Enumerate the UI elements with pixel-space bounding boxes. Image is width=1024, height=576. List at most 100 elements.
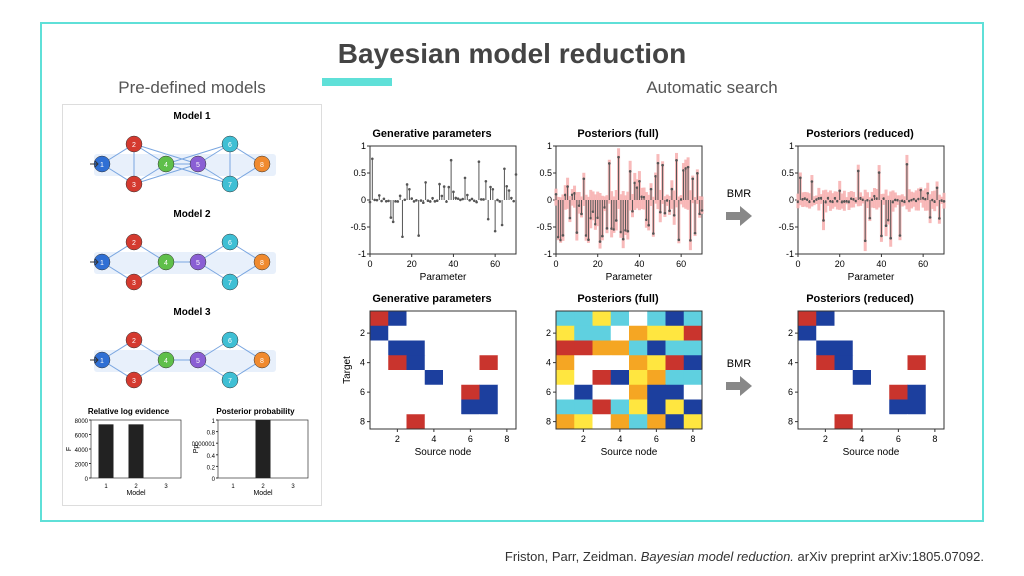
accent-bar: [322, 78, 392, 86]
svg-text:60: 60: [676, 259, 686, 269]
svg-text:6: 6: [546, 387, 551, 397]
slide-title: Bayesian model reduction: [42, 38, 982, 70]
svg-text:F: F: [66, 447, 73, 451]
left-column: Pre-defined models Model 112345678Model …: [62, 78, 322, 490]
svg-text:Pp: Pp: [193, 445, 200, 454]
bmr-label: BMR: [727, 358, 751, 370]
svg-text:8: 8: [360, 417, 365, 427]
svg-text:6000: 6000: [75, 434, 89, 440]
svg-text:Source node: Source node: [601, 447, 658, 457]
svg-text:0: 0: [547, 195, 552, 205]
svg-text:40: 40: [876, 259, 886, 269]
svg-text:8: 8: [260, 260, 264, 267]
svg-text:1: 1: [100, 162, 104, 169]
svg-text:-0.5: -0.5: [536, 222, 552, 232]
svg-text:7: 7: [228, 182, 232, 189]
bmr-arrow-1: BMR: [714, 128, 764, 287]
svg-text:2: 2: [132, 338, 136, 345]
svg-text:5: 5: [196, 162, 200, 169]
panel-post-full: Posteriors (full) -1-0.500.510204060Para…: [528, 128, 708, 287]
svg-text:-1: -1: [786, 249, 794, 259]
panel-gen-params: Generative parameters -1-0.500.510204060…: [342, 128, 522, 287]
citation-authors: Friston, Parr, Zeidman.: [505, 549, 637, 564]
panel-title: Generative parameters: [342, 128, 522, 140]
svg-text:0.2: 0.2: [207, 465, 216, 471]
citation-venue: arXiv preprint arXiv:1805.07092.: [798, 549, 984, 564]
svg-text:3: 3: [132, 280, 136, 287]
arrow-icon: [724, 204, 754, 228]
stem-full: -1-0.500.510204060Parameter: [528, 142, 708, 282]
svg-text:-1: -1: [544, 249, 552, 259]
svg-text:Source node: Source node: [415, 447, 472, 457]
rle-chart: Relative log evidence 020004000600080001…: [65, 407, 192, 501]
panel-title: Posteriors (full): [528, 128, 708, 140]
svg-text:0: 0: [212, 477, 216, 483]
pp-chart: Posterior probability 00.20.40.600000000…: [192, 407, 319, 501]
svg-text:3: 3: [291, 484, 295, 490]
panel-title: Posteriors (reduced): [770, 128, 950, 140]
svg-text:7: 7: [228, 378, 232, 385]
svg-text:1: 1: [231, 484, 235, 490]
svg-text:4: 4: [617, 434, 622, 444]
svg-text:40: 40: [448, 259, 458, 269]
svg-text:3: 3: [164, 484, 168, 490]
svg-text:2: 2: [132, 240, 136, 247]
svg-text:40: 40: [634, 259, 644, 269]
models-container: Model 112345678Model 212345678Model 3123…: [65, 111, 319, 403]
svg-text:0: 0: [795, 259, 800, 269]
panel-post-reduced: Posteriors (reduced) -1-0.500.510204060P…: [770, 128, 950, 287]
bmr-arrow-2: BMR: [714, 293, 764, 462]
svg-text:2: 2: [132, 142, 136, 149]
svg-text:2: 2: [788, 328, 793, 338]
bmr-label: BMR: [727, 188, 751, 200]
svg-text:4: 4: [164, 358, 168, 365]
rle-title: Relative log evidence: [65, 407, 192, 416]
svg-text:0.5: 0.5: [353, 168, 366, 178]
svg-text:6: 6: [654, 434, 659, 444]
svg-text:6: 6: [360, 387, 365, 397]
svg-text:0: 0: [367, 259, 372, 269]
svg-text:-0.5: -0.5: [350, 222, 366, 232]
heat-gen: 22446688Source nodeTarget: [342, 307, 522, 457]
svg-text:6: 6: [228, 240, 232, 247]
right-section-label: Automatic search: [462, 78, 962, 98]
svg-text:6: 6: [228, 338, 232, 345]
svg-text:8: 8: [546, 417, 551, 427]
svg-text:0: 0: [553, 259, 558, 269]
svg-text:20: 20: [407, 259, 417, 269]
stem-gen: -1-0.500.510204060Parameter: [342, 142, 522, 282]
bottom-charts: Relative log evidence 020004000600080001…: [65, 407, 319, 501]
svg-text:8: 8: [690, 434, 695, 444]
svg-text:Source node: Source node: [843, 447, 900, 457]
svg-text:2: 2: [581, 434, 586, 444]
panel-heat-gen: Generative parameters 22446688Source nod…: [342, 293, 522, 462]
svg-text:2000: 2000: [75, 463, 89, 469]
citation: Friston, Parr, Zeidman. Bayesian model r…: [505, 549, 984, 564]
svg-text:3: 3: [132, 182, 136, 189]
svg-text:4: 4: [859, 434, 864, 444]
svg-text:Parameter: Parameter: [420, 272, 467, 282]
svg-text:0.4: 0.4: [207, 454, 216, 460]
svg-text:0.5: 0.5: [781, 168, 794, 178]
svg-text:4: 4: [431, 434, 436, 444]
content-row: Pre-defined models Model 112345678Model …: [42, 70, 982, 490]
svg-text:2: 2: [823, 434, 828, 444]
svg-text:Model: Model: [253, 490, 273, 496]
svg-text:1: 1: [212, 419, 216, 425]
svg-text:60: 60: [490, 259, 500, 269]
svg-text:6: 6: [896, 434, 901, 444]
svg-text:Parameter: Parameter: [848, 272, 895, 282]
svg-text:4: 4: [788, 358, 793, 368]
svg-text:60: 60: [918, 259, 928, 269]
svg-text:4: 4: [546, 358, 551, 368]
svg-text:1: 1: [789, 142, 794, 151]
svg-text:0: 0: [361, 195, 366, 205]
svg-text:2: 2: [546, 328, 551, 338]
svg-text:6: 6: [788, 387, 793, 397]
svg-text:8: 8: [504, 434, 509, 444]
panel-title: Generative parameters: [342, 293, 522, 305]
rle-svg: 02000400060008000123ModelF: [65, 416, 185, 496]
svg-text:0.5: 0.5: [539, 168, 552, 178]
svg-text:1: 1: [104, 484, 108, 490]
svg-text:1: 1: [361, 142, 366, 151]
